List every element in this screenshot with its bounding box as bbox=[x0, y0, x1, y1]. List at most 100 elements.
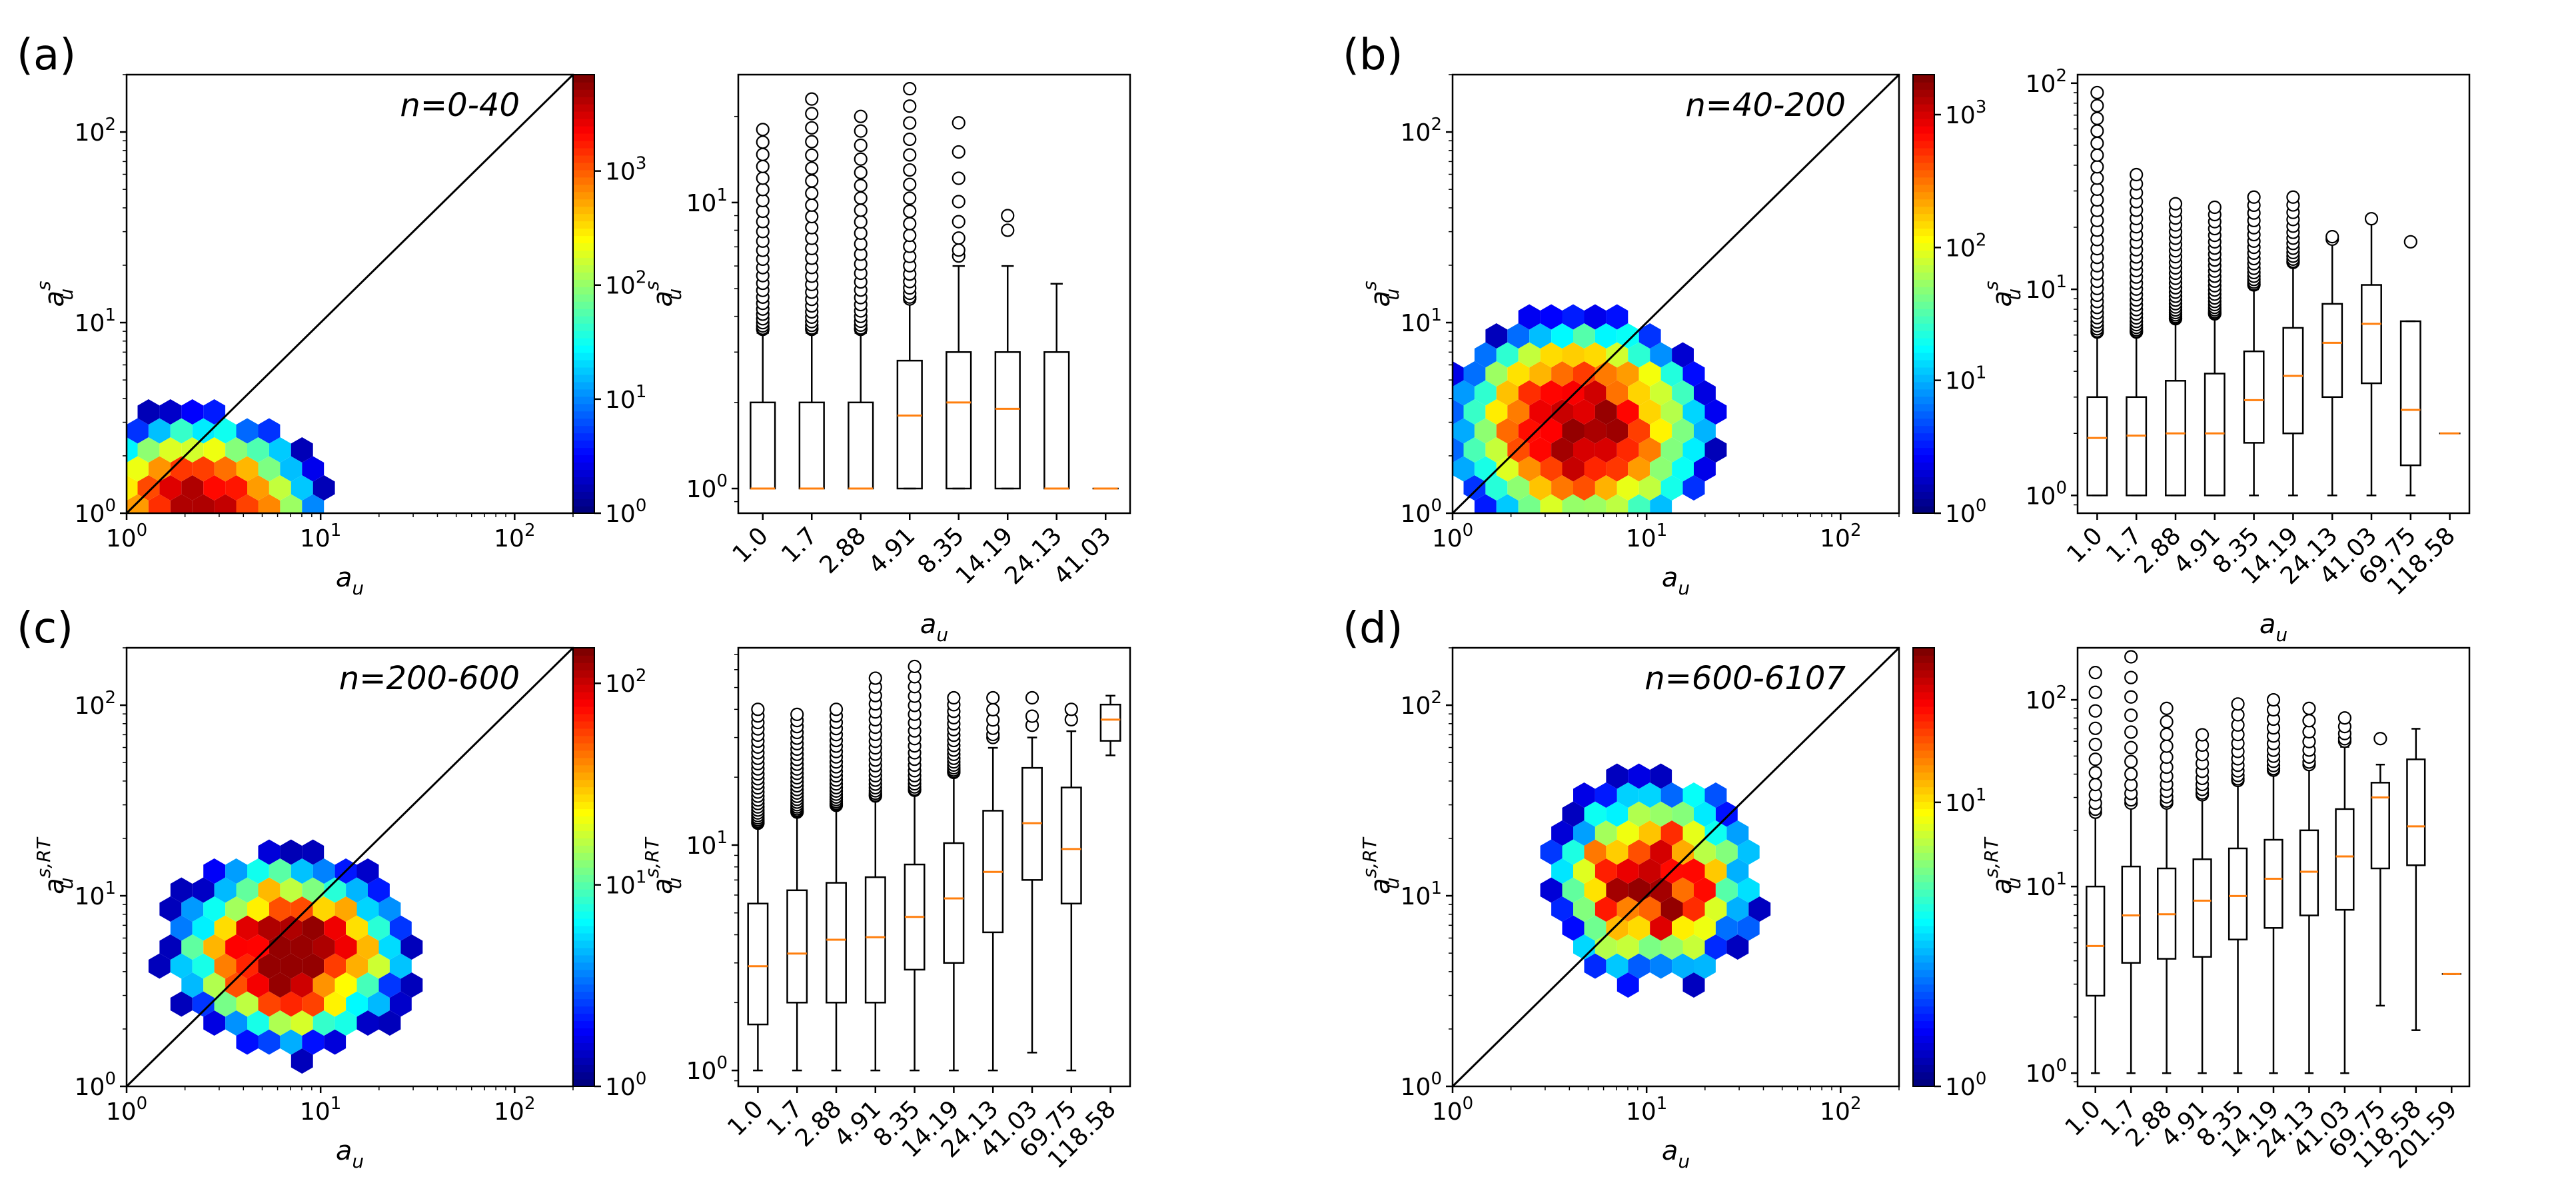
y-tick-label: 101 bbox=[686, 185, 728, 217]
colorbar-segment bbox=[573, 1079, 594, 1087]
hex-cell bbox=[1682, 782, 1705, 808]
hex-cell bbox=[1518, 494, 1541, 513]
colorbar-tick-label: 102 bbox=[605, 268, 646, 300]
colorbar-segment bbox=[1913, 330, 1934, 339]
outlier bbox=[2088, 766, 2102, 780]
colorbar-segment bbox=[573, 440, 594, 449]
hex-cell bbox=[1606, 839, 1628, 865]
colorbar-segment bbox=[573, 808, 594, 817]
colorbar-segment bbox=[1913, 801, 1934, 810]
hex-cell bbox=[280, 991, 303, 1017]
box-body bbox=[943, 842, 965, 964]
box-9 bbox=[1060, 702, 1082, 1072]
outlier bbox=[2124, 740, 2138, 754]
colorbar-segment bbox=[573, 735, 594, 744]
hex-cell bbox=[400, 972, 423, 998]
colorbar-segment bbox=[1913, 155, 1934, 163]
hex-cell bbox=[1573, 475, 1595, 501]
colorbar-segment bbox=[573, 345, 594, 353]
outlier bbox=[2124, 767, 2138, 781]
hex-cell bbox=[1573, 858, 1595, 884]
hex-cell bbox=[324, 991, 346, 1017]
colorbar-segment bbox=[573, 1042, 594, 1050]
colorbar-segment bbox=[573, 111, 594, 119]
hex-cell bbox=[1616, 361, 1639, 387]
hex-cell bbox=[269, 972, 291, 998]
hex-cell bbox=[1540, 380, 1563, 406]
hex-cell bbox=[1595, 323, 1617, 349]
y-tick-label: 100 bbox=[2026, 1056, 2067, 1088]
hex-cell bbox=[1606, 494, 1628, 513]
hex-cell bbox=[1682, 858, 1705, 884]
hex-cell bbox=[1562, 839, 1585, 865]
colorbar-segment bbox=[1913, 455, 1934, 463]
colorbar-segment bbox=[1913, 808, 1934, 817]
hex-cell bbox=[1628, 839, 1650, 865]
colorbar-segment bbox=[573, 801, 594, 810]
hex-cell bbox=[203, 513, 225, 539]
panel-label: (c) bbox=[17, 604, 73, 653]
box-3 bbox=[848, 109, 874, 490]
hex-cell bbox=[236, 494, 259, 513]
hex-cell bbox=[1573, 513, 1595, 539]
hex-cell bbox=[1682, 896, 1705, 922]
colorbar-segment bbox=[573, 903, 594, 912]
colorbar-segment bbox=[573, 932, 594, 941]
colorbar-segment bbox=[1913, 499, 1934, 507]
hex-cell bbox=[1650, 877, 1672, 903]
outlier bbox=[2088, 737, 2102, 752]
hex-cell bbox=[1540, 839, 1563, 865]
outlier bbox=[952, 145, 966, 159]
box-body bbox=[750, 401, 776, 490]
hex-cell bbox=[1628, 953, 1650, 979]
outlier bbox=[756, 193, 770, 208]
y-tick-label: 100 bbox=[1401, 496, 1442, 528]
colorbar-segment bbox=[1913, 477, 1934, 485]
outlier bbox=[2124, 650, 2138, 664]
hex-cell bbox=[1616, 858, 1639, 884]
box-5 bbox=[2228, 697, 2248, 1074]
hex-cell bbox=[1682, 437, 1705, 463]
hex-cell bbox=[1650, 801, 1672, 827]
hex-cell bbox=[1606, 801, 1628, 827]
colorbar-segment bbox=[573, 786, 594, 795]
panel-label: (a) bbox=[17, 31, 76, 80]
hex-cell bbox=[334, 1010, 357, 1036]
hex-cell bbox=[302, 991, 324, 1017]
colorbar-segment bbox=[573, 455, 594, 463]
hex-cell bbox=[378, 1010, 401, 1036]
colorbar-segment bbox=[573, 860, 594, 868]
hex-cell bbox=[1463, 399, 1486, 425]
colorbar-segment bbox=[573, 425, 594, 434]
hex-cell bbox=[1518, 342, 1541, 368]
hex-cell bbox=[1628, 877, 1650, 903]
colorbar-tick-label: 101 bbox=[605, 868, 646, 900]
box-panel-3: 1.01.72.884.918.3514.1924.1341.0369.7511… bbox=[641, 646, 1131, 1174]
colorbar-segment bbox=[573, 506, 594, 514]
hex-cell bbox=[225, 934, 247, 960]
hex-cell bbox=[1682, 361, 1705, 387]
hex-cell bbox=[378, 934, 401, 960]
colorbar-segment bbox=[573, 874, 594, 882]
colorbar-segment bbox=[573, 125, 594, 134]
hex-cell bbox=[1595, 475, 1617, 501]
hex-cell bbox=[400, 934, 423, 960]
hex-cell bbox=[1584, 418, 1607, 444]
hex-cell bbox=[203, 858, 226, 884]
hex-cell bbox=[159, 475, 182, 501]
outlier bbox=[829, 702, 844, 716]
hex-cell bbox=[1584, 456, 1607, 482]
colorbar-segment bbox=[573, 118, 594, 127]
hex-cell bbox=[225, 475, 247, 501]
hex-cell bbox=[1715, 877, 1738, 903]
hex-cell bbox=[302, 953, 324, 979]
outlier bbox=[805, 135, 819, 149]
hex-cell bbox=[1551, 896, 1573, 922]
colorbar-segment bbox=[1913, 506, 1934, 514]
colorbar-segment bbox=[1913, 932, 1934, 941]
hex-cell bbox=[1453, 361, 1464, 387]
range-label: n=0-40 bbox=[400, 87, 520, 124]
outlier bbox=[854, 215, 868, 229]
hex-y-label: asu bbox=[33, 281, 77, 307]
hex-cell bbox=[1704, 782, 1727, 808]
